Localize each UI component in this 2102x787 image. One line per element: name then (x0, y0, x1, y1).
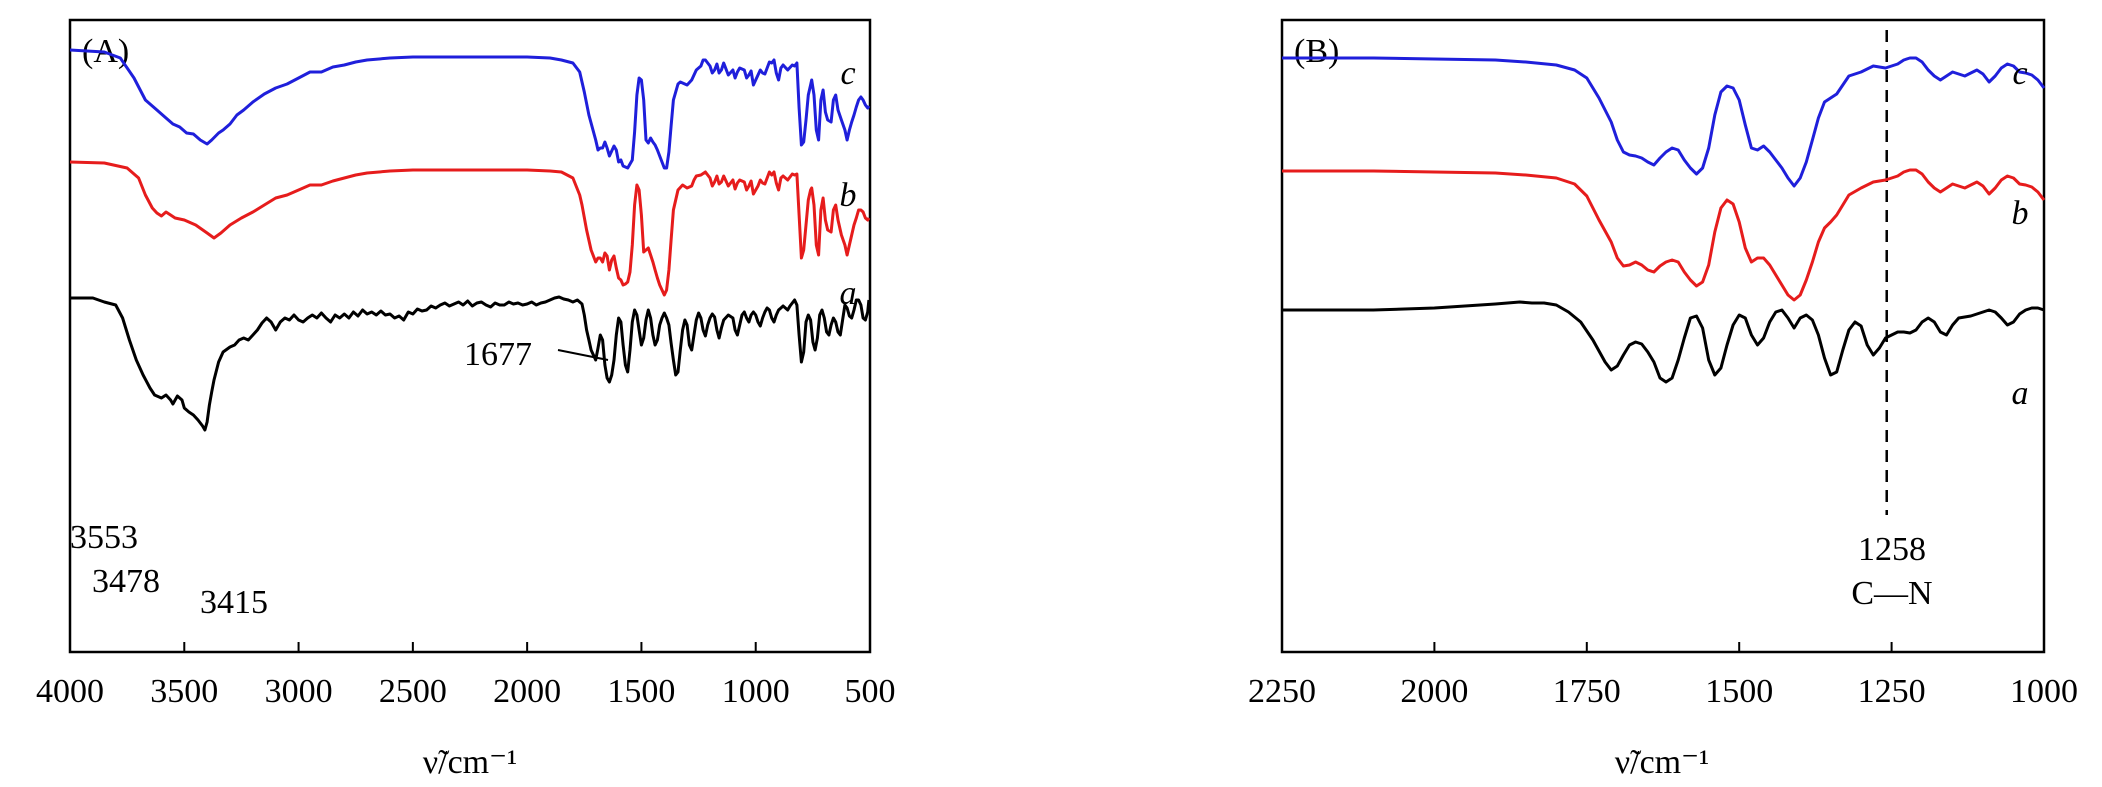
curve-label-c: c (840, 55, 855, 92)
panel-b-x-ticks: 2250 2000 1750 1500 1250 1000 (1248, 642, 2078, 710)
annotation-3415: 3415 (200, 584, 268, 621)
panel-a-x-ticks: 4000 3500 3000 2500 2000 1500 1000 500 (36, 642, 896, 710)
panel-b-label: (B) (1294, 33, 1339, 70)
panel-a: (A) 4000 3500 3000 2500 2000 1500 1000 500 cba … (36, 18, 896, 781)
series-line-a (1282, 300, 2045, 384)
panel-b-series (1282, 56, 2046, 384)
series-line-b (69, 160, 871, 297)
curve-label-b: b (840, 177, 857, 214)
panel-a-curve-labels: c b a (840, 55, 857, 312)
x-tick-label-1500: 1500 (607, 673, 675, 710)
annotation-1677-leader (557, 349, 609, 361)
series-line-c (1282, 56, 2046, 188)
x-tick-label-2250: 2250 (1248, 673, 1316, 710)
annotation-c-n: C—N (1851, 575, 1932, 612)
x-tick-label-1250: 1250 (1858, 673, 1926, 710)
curve-label-a: a (840, 275, 857, 312)
x-tick-label-4000: 4000 (36, 673, 104, 710)
annotation-1677: 1677 (464, 336, 532, 373)
x-tick-label-1750: 1750 (1553, 673, 1621, 710)
panel-b-x-axis-title: ν̃/cm⁻¹ (1615, 744, 1710, 781)
annotation-3478: 3478 (92, 563, 160, 600)
x-tick-label-1500: 1500 (1705, 673, 1773, 710)
x-tick-label-2000: 2000 (1400, 673, 1468, 710)
panel-a-x-axis-title: ν̃/cm⁻¹ (423, 744, 518, 781)
panel-b-curve-labels: c b a (2012, 55, 2029, 412)
series-line-b (1282, 168, 2046, 302)
x-tick-label-2500: 2500 (379, 673, 447, 710)
curve-label-a: a (2012, 375, 2029, 412)
series-line-a (70, 295, 871, 432)
x-tick-label-1000: 1000 (2010, 673, 2078, 710)
x-tick-label-3500: 3500 (150, 673, 218, 710)
x-tick-label-1000: 1000 (722, 673, 790, 710)
annotation-1258: 1258 (1858, 531, 1926, 568)
panel-b-plot-frame (1280, 18, 2046, 654)
x-tick-label-3000: 3000 (265, 673, 333, 710)
curve-label-b: b (2012, 195, 2029, 232)
x-tick-label-500: 500 (845, 673, 896, 710)
annotation-3553: 3553 (70, 519, 138, 556)
panel-a-plot-frame (68, 18, 872, 654)
panel-b: (B) 2250 2000 1750 1500 1250 1000 c b a 1258 C—… (1248, 18, 2078, 781)
panel-a-series (69, 48, 871, 432)
curve-label-c: c (2012, 55, 2027, 92)
series-line-c (69, 48, 871, 170)
x-tick-label-2000: 2000 (493, 673, 561, 710)
